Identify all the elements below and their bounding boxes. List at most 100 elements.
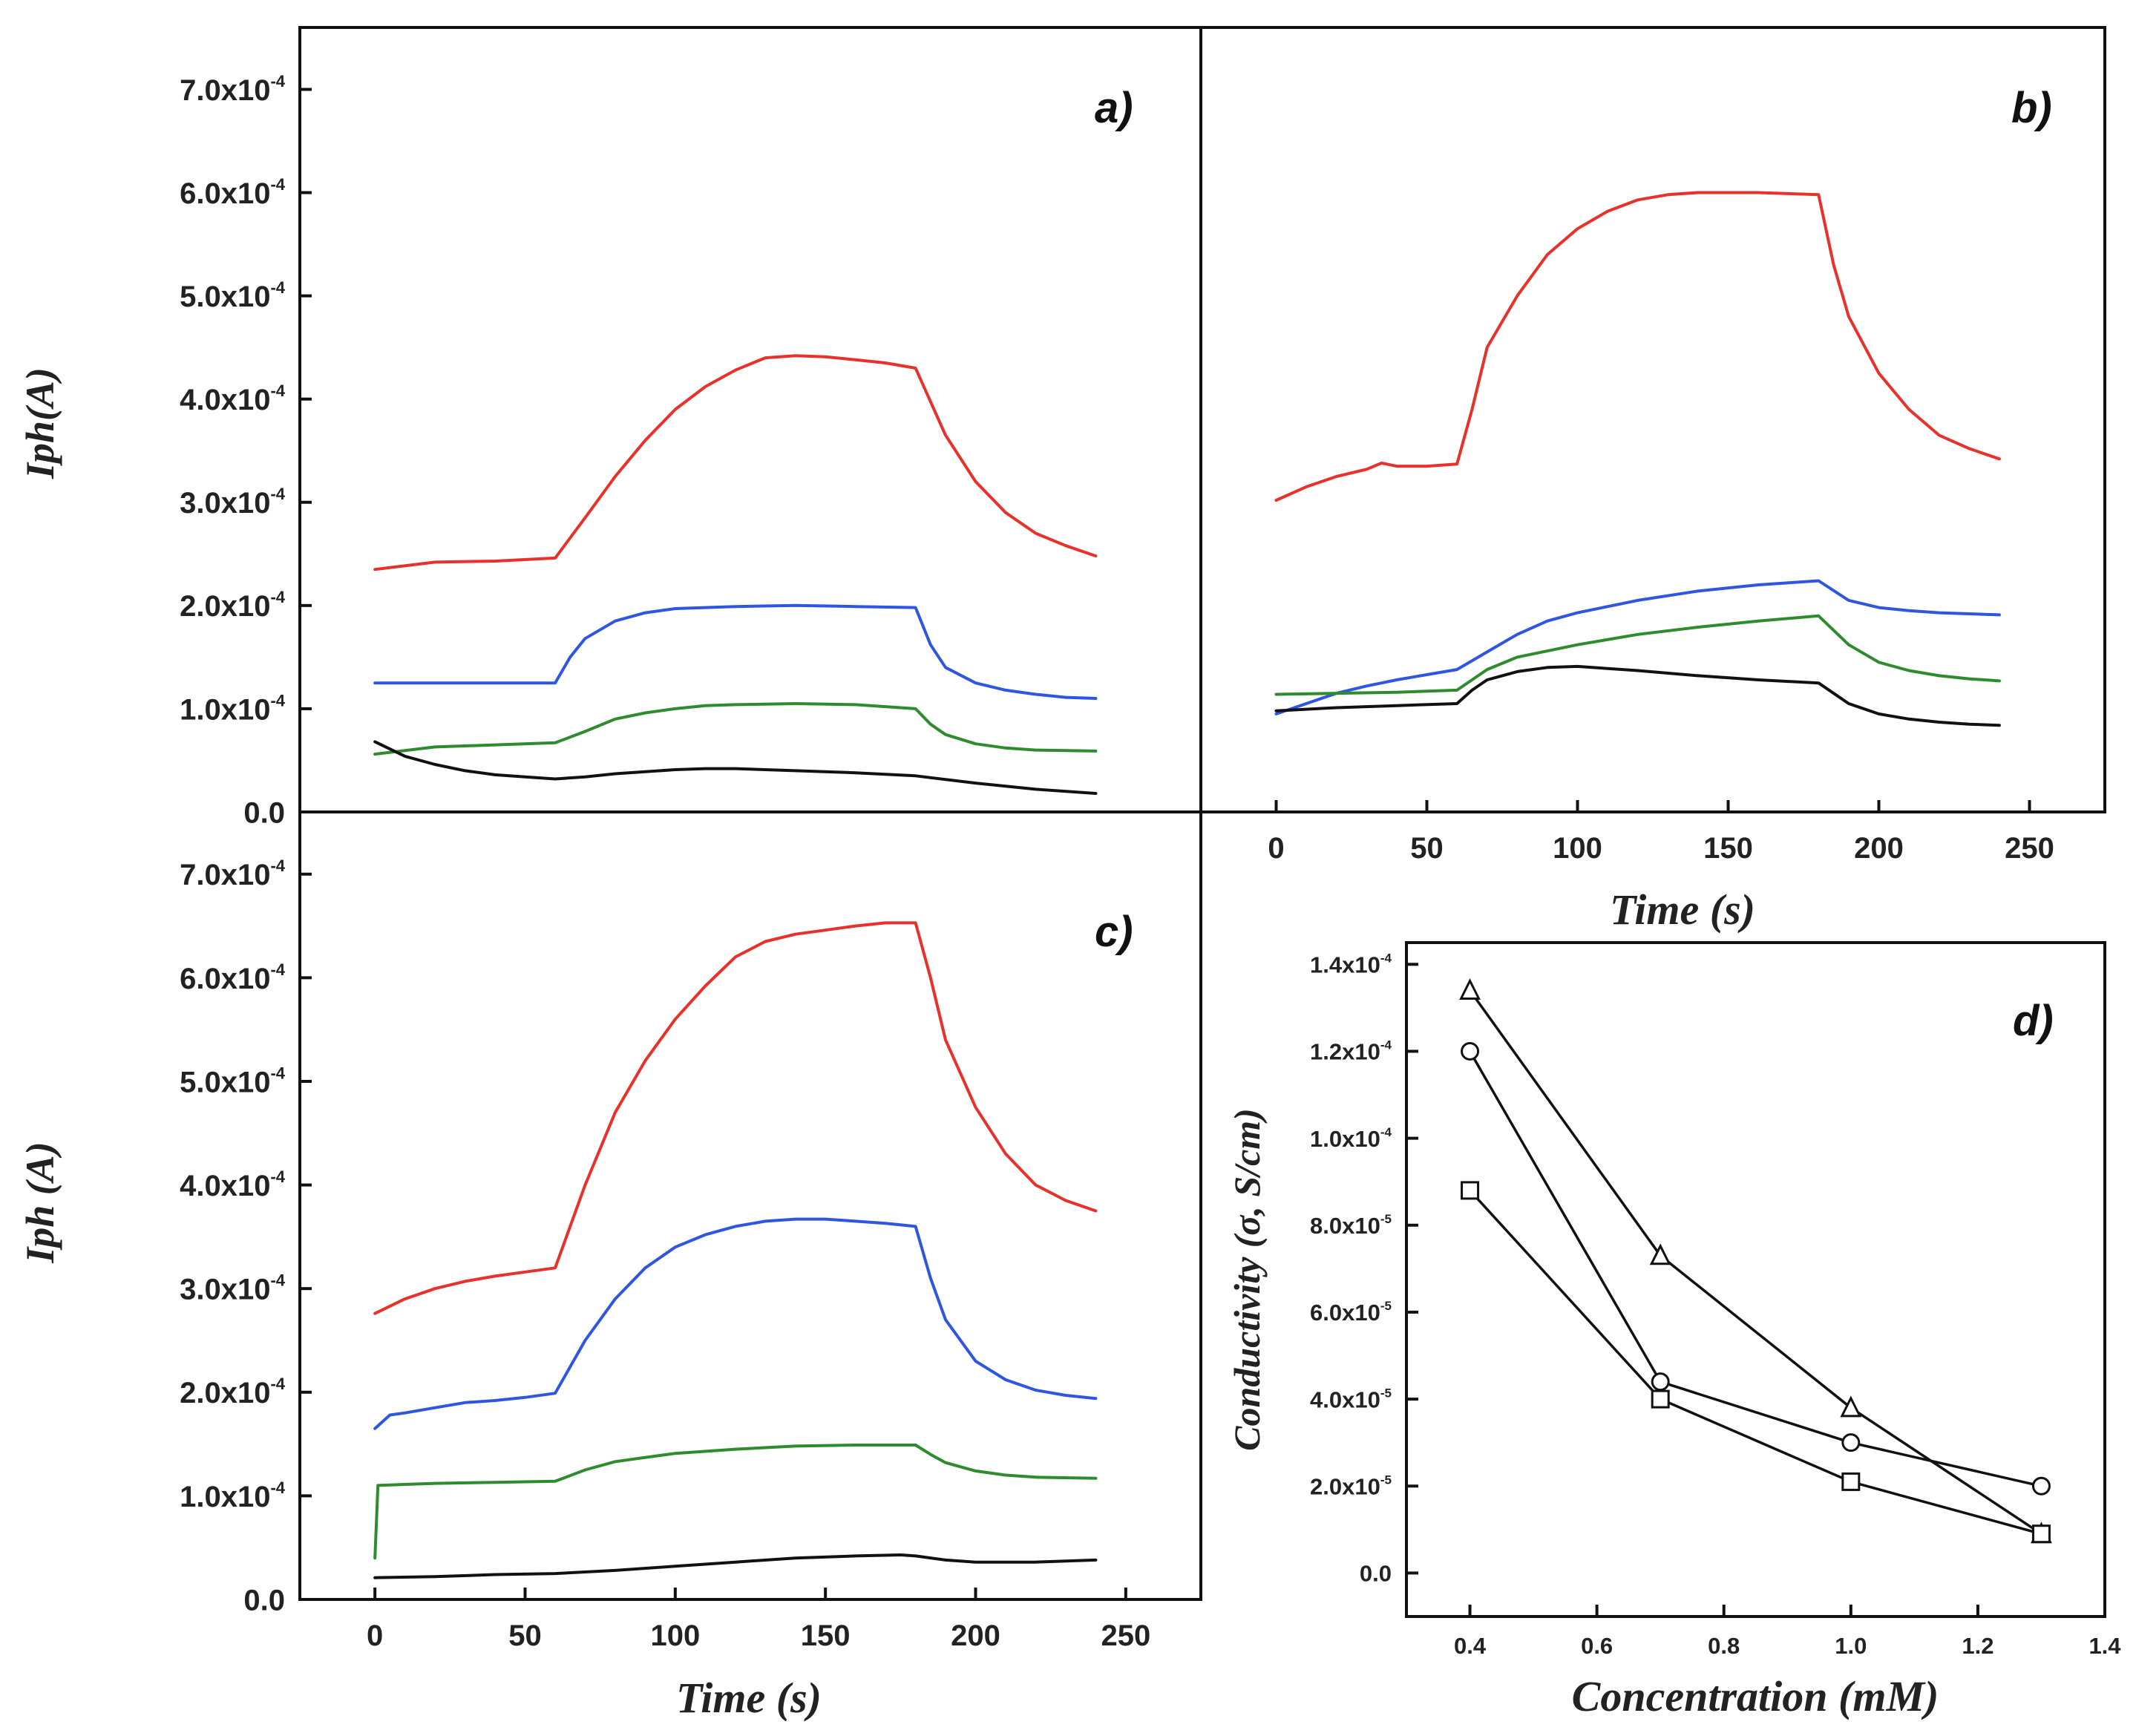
y-tick-exponent: -5	[1380, 1386, 1392, 1400]
x-tick-label: 150	[801, 1619, 851, 1652]
x-tick-label: 0	[367, 1619, 383, 1652]
y-tick-label: 7.0x10-4	[180, 856, 286, 891]
y-axis-title: Conductivity (σ, S/cm)	[1226, 1108, 1268, 1451]
y-tick-label: 8.0x10-5	[1310, 1212, 1392, 1239]
plot-frame	[1405, 941, 2106, 1618]
marker-circle	[2031, 1476, 2051, 1496]
y-tick-label: 2.0x10-4	[180, 588, 286, 623]
series-line-red	[373, 354, 1098, 571]
y-tick-label: 3.0x10-4	[180, 485, 286, 520]
y-tick-label: 0.0	[1360, 1561, 1392, 1587]
y-tick-exponent: -4	[1380, 951, 1392, 966]
x-axis-title: Time (s)	[1610, 885, 1755, 934]
series-line-red	[1274, 191, 2001, 502]
panel-label: d)	[2013, 997, 2054, 1045]
y-tick-exponent: -4	[270, 1478, 285, 1497]
x-tick-label: 0.6	[1581, 1633, 1613, 1659]
x-tick-label: 0.4	[1454, 1633, 1487, 1659]
y-tick-exponent: -4	[270, 588, 285, 606]
y-tick-exponent: -4	[270, 278, 285, 297]
y-tick-label: 4.0x10-4	[180, 1167, 286, 1202]
y-tick-label: 5.0x10-4	[180, 278, 286, 313]
series-line-square	[1469, 1189, 2042, 1536]
y-tick-exponent: -4	[270, 856, 285, 875]
y-tick-exponent: -4	[270, 1167, 285, 1186]
y-tick-exponent: -4	[270, 1375, 285, 1393]
x-tick-label: 100	[650, 1619, 700, 1652]
y-tick-exponent: -5	[1380, 1212, 1392, 1226]
panel-label: b)	[2011, 84, 2052, 132]
y-tick-label: 6.0x10-5	[1310, 1299, 1392, 1326]
y-tick-label: 7.0x10-4	[180, 72, 286, 107]
x-tick-label: 0	[1268, 832, 1284, 865]
y-tick-exponent: -4	[1380, 1038, 1392, 1052]
panel-a: 0.0 1.0x10-4 2.0x10-4 3.0x10-4 4.0x10-4 5.0x1…	[18, 26, 1202, 829]
y-tick-label: 1.4x10-4	[1310, 951, 1392, 978]
series-line-triangle	[1469, 989, 2042, 1536]
x-tick-label: 50	[508, 1619, 542, 1652]
x-tick-label: 250	[2005, 832, 2054, 865]
marker-circle	[1841, 1433, 1861, 1452]
x-tick-label: 50	[1410, 832, 1444, 865]
y-tick-label: 1.0x10-4	[180, 1478, 286, 1513]
y-tick-label: 1.0x10-4	[180, 691, 286, 726]
y-tick-label: 0.0	[243, 796, 285, 829]
y-axis-title: Iph (A)	[18, 1141, 62, 1264]
x-tick-label: 200	[1854, 832, 1904, 865]
y-tick-exponent: -5	[1380, 1473, 1392, 1487]
marker-circle	[1651, 1372, 1670, 1392]
panel-label: c)	[1095, 908, 1133, 956]
x-axis-title: Concentration (mM)	[1572, 1672, 1939, 1720]
marker-square	[2031, 1524, 2051, 1544]
y-tick-exponent: -4	[270, 1271, 285, 1290]
y-tick-label: 4.0x10-5	[1310, 1386, 1392, 1412]
marker-square	[1841, 1472, 1861, 1491]
plot-frame	[298, 810, 1202, 1601]
y-tick-exponent: -4	[270, 960, 285, 979]
marker-square	[1461, 1181, 1480, 1200]
x-tick-label: 150	[1703, 832, 1753, 865]
panel-label: a)	[1095, 84, 1133, 132]
plot-frame	[298, 26, 1202, 813]
marker-square	[1651, 1389, 1670, 1409]
y-tick-exponent: -4	[270, 381, 285, 400]
marker-triangle	[1840, 1395, 1862, 1418]
y-tick-label: 4.0x10-4	[180, 381, 286, 416]
y-tick-exponent: -4	[270, 72, 285, 91]
series-line-black	[1274, 664, 2001, 727]
series-line-circle	[1468, 1050, 2042, 1488]
y-tick-exponent: -4	[270, 175, 285, 194]
marker-triangle	[1649, 1243, 1671, 1265]
y-tick-label: 2.0x10-4	[180, 1375, 286, 1409]
y-tick-label: 5.0x10-4	[180, 1064, 286, 1098]
series-line-black	[373, 740, 1098, 795]
plot-frame	[1199, 26, 2106, 813]
y-tick-exponent: -4	[270, 691, 285, 710]
y-tick-label: 6.0x10-4	[180, 175, 286, 210]
x-axis-title: Time (s)	[676, 1674, 822, 1722]
series-line-black	[373, 1553, 1098, 1579]
y-tick-exponent: -4	[1380, 1125, 1392, 1139]
y-axis-title: Iph(A)	[18, 367, 62, 479]
x-tick-label: 250	[1101, 1619, 1150, 1652]
y-tick-exponent: -5	[1380, 1299, 1392, 1313]
series-line-green	[373, 702, 1098, 756]
y-tick-label: 0.0	[243, 1584, 285, 1617]
y-tick-exponent: -4	[270, 1064, 285, 1082]
series-line-blue	[373, 1217, 1098, 1430]
x-tick-label: 100	[1553, 832, 1602, 865]
marker-circle	[1461, 1041, 1480, 1061]
panel-c: 0.0 1.0x10-4 2.0x10-4 3.0x10-4 4.0x10-4 5.0x1…	[18, 810, 1202, 1722]
series-line-green	[1274, 614, 2001, 696]
panel-b: 0 50 100 150 200 250 b) Time (s)	[1199, 26, 2106, 934]
series-line-blue	[373, 603, 1098, 700]
x-tick-label: 200	[951, 1619, 1000, 1652]
panel-d: 0.0 2.0x10-5 4.0x10-5 6.0x10-5 8.0x10-5 1.0x1…	[1226, 941, 2121, 1720]
y-tick-exponent: -4	[270, 485, 285, 503]
series-line-green	[373, 1444, 1098, 1560]
x-tick-label: 1.2	[1962, 1633, 1994, 1659]
y-tick-label: 1.0x10-4	[1310, 1125, 1392, 1152]
y-tick-label: 3.0x10-4	[180, 1271, 286, 1306]
y-tick-label: 6.0x10-4	[180, 960, 286, 995]
